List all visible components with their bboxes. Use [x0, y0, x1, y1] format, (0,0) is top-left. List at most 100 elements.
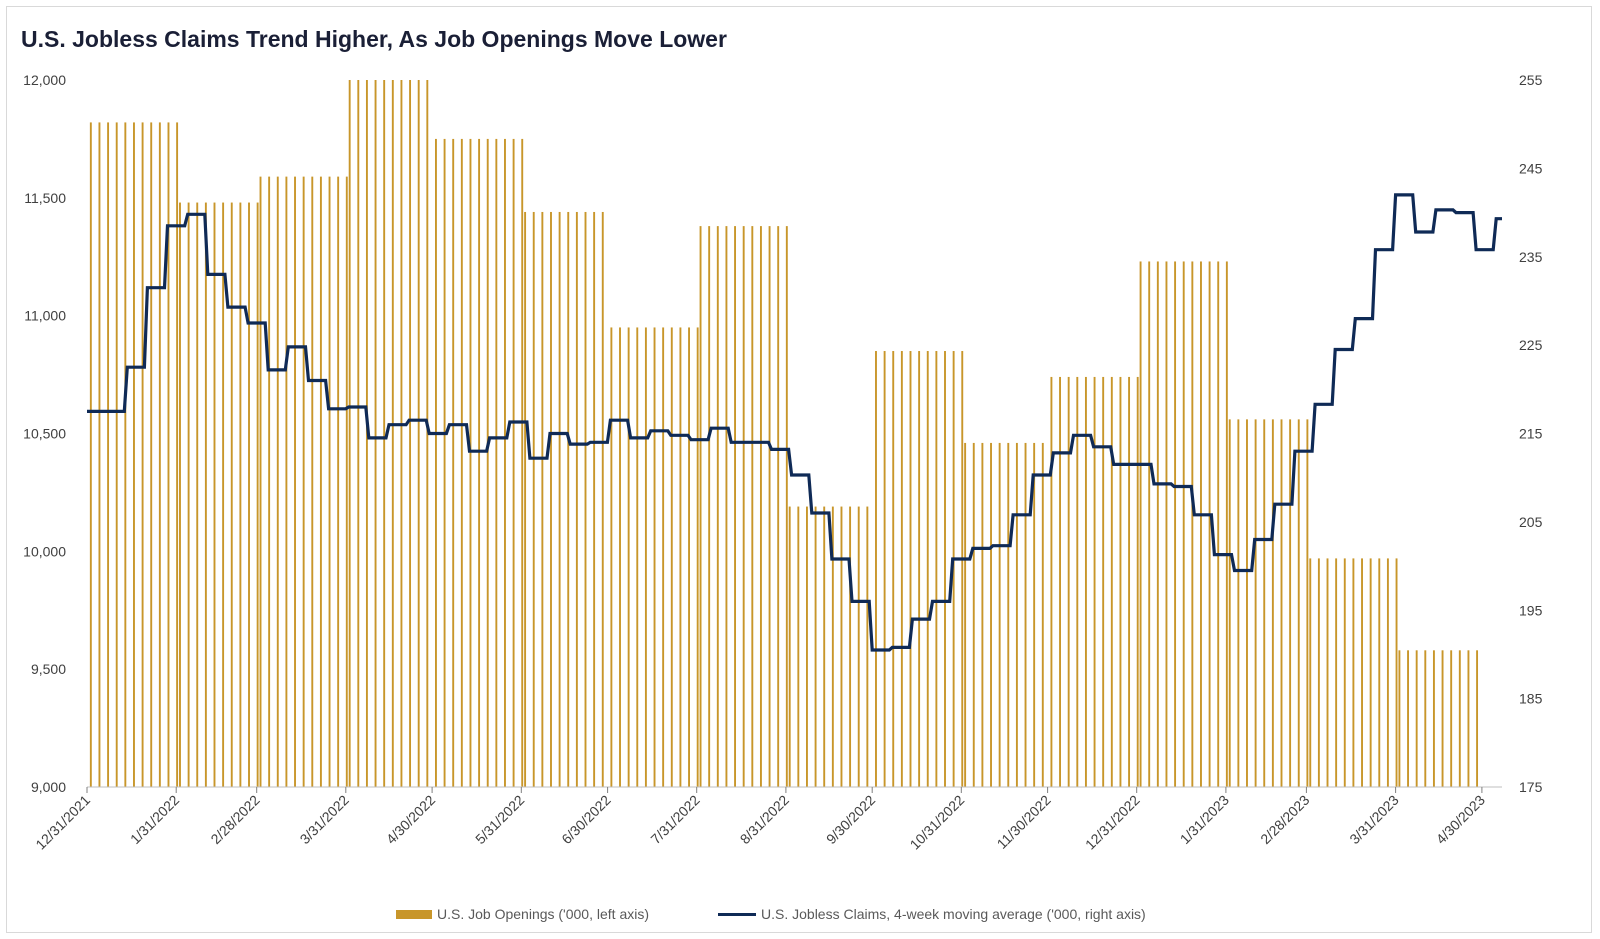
job-openings-bar: [337, 176, 340, 787]
job-openings-bar: [558, 211, 561, 788]
x-axis-tick-label: 10/31/2022: [907, 792, 968, 853]
job-openings-bar: [409, 80, 412, 787]
job-openings-bar: [1165, 261, 1168, 788]
job-openings-bar: [302, 176, 305, 787]
job-openings-bar: [495, 138, 498, 788]
job-openings-bar: [679, 327, 682, 787]
job-openings-bar: [285, 176, 288, 787]
job-openings-bar: [1450, 650, 1453, 787]
job-openings-bar: [426, 80, 429, 787]
job-openings-bar: [268, 176, 271, 787]
job-openings-bar: [797, 506, 800, 787]
legend-swatch-line: [718, 912, 756, 916]
job-openings-bar: [627, 327, 630, 787]
job-openings-bar: [699, 226, 702, 788]
job-openings-bar: [345, 176, 348, 787]
job-openings-bar: [1335, 558, 1338, 787]
x-axis-tick-label: 2/28/2022: [207, 792, 263, 848]
job-openings-bar: [98, 122, 101, 788]
job-openings-bar: [348, 80, 351, 787]
job-openings-bar: [1033, 442, 1036, 787]
right-axis-tick-label: 195: [1519, 602, 1543, 618]
job-openings-bar: [176, 122, 179, 788]
right-axis-tick-label: 205: [1519, 514, 1543, 530]
x-axis-tick-label: 7/31/2022: [647, 792, 703, 848]
job-openings-bar: [840, 506, 843, 787]
job-openings-bar: [1110, 376, 1113, 787]
job-openings-bar: [1182, 261, 1185, 788]
job-openings-bar: [883, 351, 886, 787]
job-openings-bar: [636, 327, 639, 787]
job-openings-bar: [619, 327, 621, 787]
left-axis-tick-label: 9,500: [31, 661, 66, 677]
x-axis-tick-label: 4/30/2023: [1433, 792, 1489, 848]
x-axis-tick-label: 4/30/2022: [383, 792, 439, 848]
x-axis-tick-label: 11/30/2022: [994, 792, 1054, 852]
job-openings-bar: [150, 122, 153, 788]
job-openings-bar: [1208, 261, 1211, 788]
jobless-claims-line: [87, 193, 1502, 652]
job-openings-bar: [521, 138, 524, 788]
job-openings-bar: [1415, 650, 1418, 787]
chart-title: U.S. Jobless Claims Trend Higher, As Job…: [21, 26, 727, 52]
job-openings-bar: [276, 176, 279, 787]
job-openings-bar: [89, 122, 92, 788]
job-openings-bar: [777, 226, 780, 788]
job-openings-bar: [256, 202, 259, 788]
legend-label-jobless-claims: U.S. Jobless Claims, 4-week moving avera…: [761, 906, 1146, 922]
job-openings-bar: [961, 351, 964, 787]
right-axis-tick-label: 185: [1519, 691, 1543, 707]
job-openings-bar: [670, 327, 673, 787]
job-openings-bar: [141, 122, 144, 788]
job-openings-bar: [696, 327, 699, 787]
job-openings-bar: [319, 176, 322, 787]
job-openings-bar: [504, 138, 506, 788]
job-openings-bar: [1217, 261, 1220, 788]
job-openings-bar: [1148, 261, 1151, 788]
job-openings-bar: [158, 122, 161, 788]
job-openings-bar: [918, 351, 921, 787]
job-openings-bar: [1024, 442, 1027, 787]
job-openings-bar: [478, 138, 481, 788]
job-openings-bar: [688, 327, 690, 787]
job-openings-bar: [1228, 419, 1231, 787]
job-openings-bar: [1237, 419, 1240, 787]
job-openings-bar: [857, 506, 860, 787]
job-openings-bar: [328, 176, 331, 787]
left-axis-tick-label: 11,500: [24, 190, 66, 206]
job-openings-bar: [1007, 442, 1010, 787]
job-openings-bar: [1067, 376, 1070, 787]
job-openings-bar: [998, 442, 1001, 787]
job-openings-bar: [179, 202, 181, 788]
job-openings-bar: [115, 122, 118, 788]
job-openings-bar: [1361, 558, 1363, 787]
x-axis-tick-label: 6/30/2022: [558, 792, 614, 848]
job-openings-bar: [1343, 558, 1346, 787]
job-openings-bar: [1059, 376, 1061, 787]
legend-item-job-openings: U.S. Job Openings ('000, left axis): [396, 906, 649, 922]
x-axis-tick-label: 12/31/2021: [32, 792, 93, 853]
job-openings-bar: [469, 138, 472, 788]
job-openings-bar: [831, 506, 834, 787]
x-axis-tick-label: 2/28/2023: [1257, 792, 1313, 848]
job-openings-bar: [806, 506, 808, 787]
job-openings-bar: [1289, 419, 1292, 787]
job-openings-bar: [567, 211, 570, 788]
left-axis-tick-label: 10,000: [23, 543, 66, 559]
job-openings-bar: [734, 226, 736, 788]
job-openings-bar: [751, 226, 754, 788]
left-axis-tick-label: 9,000: [31, 779, 66, 795]
job-openings-bar: [866, 506, 869, 787]
job-openings-bar: [1271, 419, 1274, 787]
job-openings-bar: [1136, 376, 1139, 787]
job-openings-bar: [742, 226, 745, 788]
job-openings-bar: [1395, 558, 1398, 787]
job-openings-bar: [1128, 376, 1131, 787]
job-openings-bar: [909, 351, 912, 787]
job-openings-bar: [417, 80, 420, 787]
job-openings-bar: [1050, 376, 1053, 787]
job-openings-bar: [1424, 650, 1427, 787]
job-openings-bar: [935, 351, 938, 787]
job-openings-bar: [1280, 419, 1283, 787]
job-openings-bar: [716, 226, 719, 788]
